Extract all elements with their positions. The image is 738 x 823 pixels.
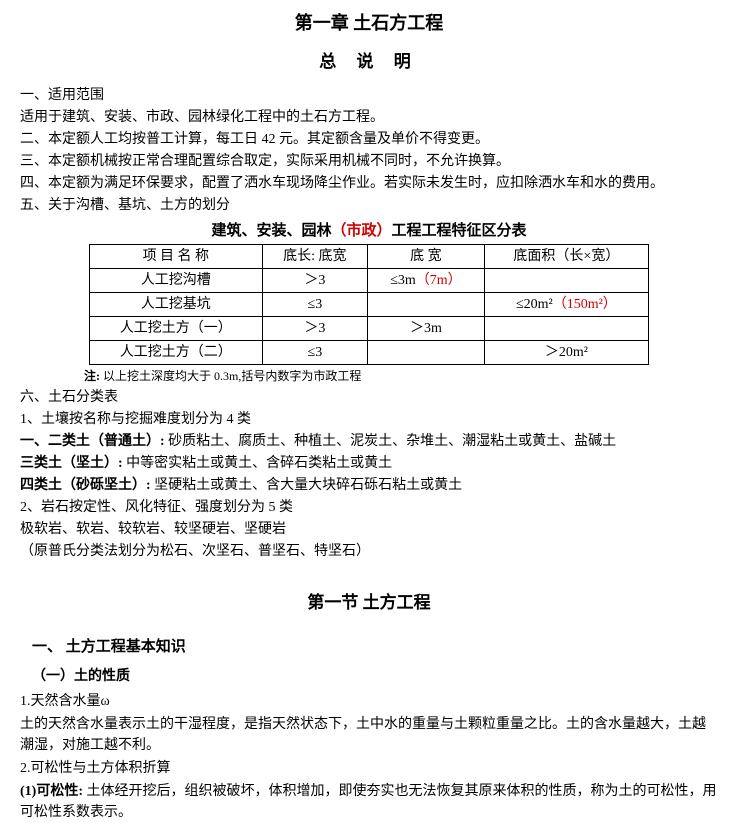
table-row: 人工挖沟槽 ＞3 ≤3m（7m） <box>90 269 649 293</box>
caption-red: （市政） <box>331 223 391 239</box>
cat-2: 三类土（坚土）: 中等密实粘土或黄土、含碎石类粘土或黄土 <box>20 453 718 474</box>
cell: 人工挖土方（一） <box>90 317 263 341</box>
table-row: 人工挖土方（一） ＞3 ＞3m <box>90 317 649 341</box>
feature-table: 项 目 名 称 底长: 底宽 底 宽 底面积（长×宽） 人工挖沟槽 ＞3 ≤3m… <box>89 244 649 365</box>
cell: 人工挖土方（二） <box>90 341 263 365</box>
para-8: 1、土壤按名称与挖掘难度划分为 4 类 <box>20 409 718 430</box>
cell: ＞20m² <box>484 341 648 365</box>
cell <box>484 269 648 293</box>
cat-text: 坚硬粘土或黄土、含大量大块碎石砾石粘土或黄土 <box>154 478 462 493</box>
table-note: 注: 以上挖土深度均大于 0.3m,括号内数字为市政工程 <box>84 367 718 385</box>
table-header-row: 项 目 名 称 底长: 底宽 底 宽 底面积（长×宽） <box>90 245 649 269</box>
prop2-title: 2.可松性与土方体积折算 <box>20 758 718 779</box>
cell-text: ≤3m <box>390 273 416 288</box>
cell: ≤20m²（150m²） <box>484 293 648 317</box>
cell: 人工挖沟槽 <box>90 269 263 293</box>
cell: ≤3 <box>262 341 367 365</box>
subheading-2: （一）土的性质 <box>32 666 718 687</box>
para-1: 一、适用范围 <box>20 85 718 106</box>
prop2-label: (1)可松性: <box>20 784 87 799</box>
para-10: 极软岩、软岩、较软岩、较坚硬岩、坚硬岩 <box>20 519 718 540</box>
prop2-line: (1)可松性: 土体经开挖后，组织被破坏，体积增加，即使夯实也无法恢复其原来体积… <box>20 781 718 823</box>
cell-red: （7m） <box>416 273 462 288</box>
cat-text: 砂质粘土、腐质土、种植土、泥炭土、杂堆土、潮湿粘土或黄土、盐碱土 <box>168 434 616 449</box>
para-6: 五、关于沟槽、基坑、土方的划分 <box>20 195 718 216</box>
cell: ≤3m（7m） <box>368 269 485 293</box>
cat-1: 一、二类土（普通土）: 砂质粘土、腐质土、种植土、泥炭土、杂堆土、潮湿粘土或黄土… <box>20 431 718 452</box>
cell: ＞3 <box>262 317 367 341</box>
note-label: 注: <box>84 369 103 383</box>
th-4: 底面积（长×宽） <box>484 245 648 269</box>
cell <box>484 317 648 341</box>
prop1-text: 土的天然含水量表示土的干湿程度，是指天然状态下，土中水的重量与土颗粒重量之比。土… <box>20 714 718 756</box>
th-2: 底长: 底宽 <box>262 245 367 269</box>
para-2: 适用于建筑、安装、市政、园林绿化工程中的土石方工程。 <box>20 107 718 128</box>
cell: ＞3m <box>368 317 485 341</box>
cat-text: 中等密实粘土或黄土、含碎石类粘土或黄土 <box>126 456 392 471</box>
section-title: 第一节 土方工程 <box>20 590 718 616</box>
th-1: 项 目 名 称 <box>90 245 263 269</box>
subheading-1: 一、 土方工程基本知识 <box>32 636 718 659</box>
cell-red: （150m²） <box>553 297 617 312</box>
table-caption: 建筑、安装、园林（市政）工程工程特征区分表 <box>20 220 718 243</box>
table-row: 人工挖基坑 ≤3 ≤20m²（150m²） <box>90 293 649 317</box>
cell: ＞3 <box>262 269 367 293</box>
cell: ≤3 <box>262 293 367 317</box>
note-text: 以上挖土深度均大于 0.3m,括号内数字为市政工程 <box>103 369 361 383</box>
cat-label: 一、二类土（普通土）: <box>20 434 168 449</box>
prop1-title: 1.天然含水量ω <box>20 691 718 712</box>
cell: 人工挖基坑 <box>90 293 263 317</box>
para-5: 四、本定额为满足环保要求，配置了洒水车现场降尘作业。若实际未发生时，应扣除洒水车… <box>20 173 718 194</box>
cat-3: 四类土（砂砾坚土）: 坚硬粘土或黄土、含大量大块碎石砾石粘土或黄土 <box>20 475 718 496</box>
cell-text: ≤20m² <box>516 297 553 312</box>
cat-label: 三类土（坚土）: <box>20 456 126 471</box>
para-11: （原普氏分类法划分为松石、次坚石、普坚石、特坚石） <box>20 541 718 562</box>
para-9: 2、岩石按定性、风化特征、强度划分为 5 类 <box>20 497 718 518</box>
chapter-title: 第一章 土石方工程 <box>20 10 718 37</box>
general-title: 总 说 明 <box>20 49 718 75</box>
para-4: 三、本定额机械按正常合理配置综合取定，实际采用机械不同时，不允许换算。 <box>20 151 718 172</box>
cell <box>368 341 485 365</box>
caption-post: 工程工程特征区分表 <box>392 223 527 239</box>
caption-pre: 建筑、安装、园林 <box>211 223 331 239</box>
table-row: 人工挖土方（二） ≤3 ＞20m² <box>90 341 649 365</box>
prop2-text: 土体经开挖后，组织被破坏，体积增加，即使夯实也无法恢复其原来体积的性质，称为土的… <box>20 784 717 820</box>
th-3: 底 宽 <box>368 245 485 269</box>
para-3: 二、本定额人工均按普工计算，每工日 42 元。其定额含量及单价不得变更。 <box>20 129 718 150</box>
cat-label: 四类土（砂砾坚土）: <box>20 478 154 493</box>
para-7: 六、土石分类表 <box>20 387 718 408</box>
cell <box>368 293 485 317</box>
